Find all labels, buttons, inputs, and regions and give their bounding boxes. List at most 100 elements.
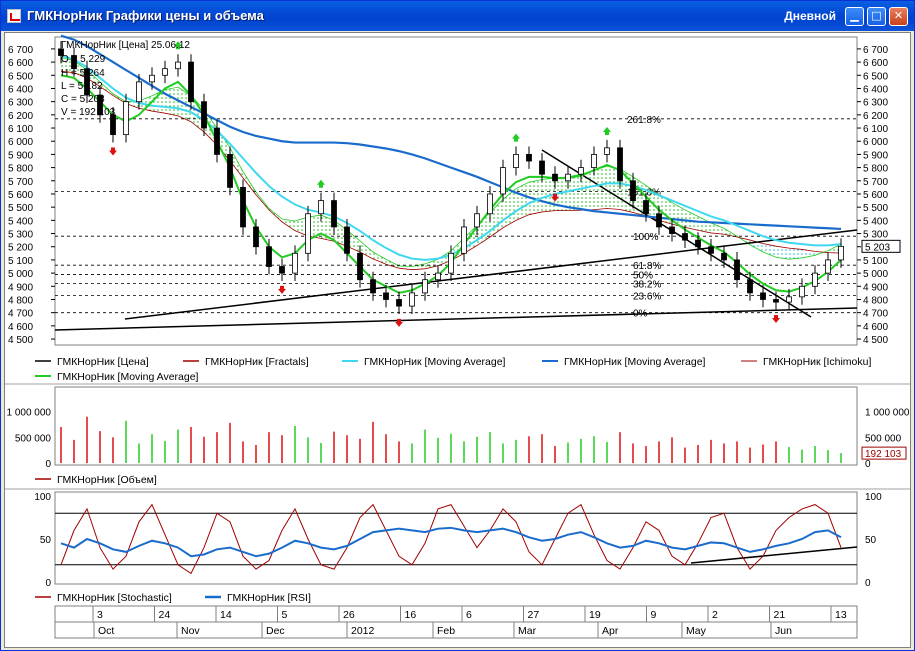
month-label: Apr xyxy=(602,625,619,637)
candle-body xyxy=(526,154,532,162)
price-tick-label: 5 900 xyxy=(863,150,888,161)
candle-body xyxy=(721,252,727,261)
ichimoku-cloud-segment xyxy=(282,219,295,231)
day-label: 13 xyxy=(835,609,847,621)
month-label: Jun xyxy=(775,625,792,637)
month-label: Nov xyxy=(181,625,200,637)
price-tick-label: 6 500 xyxy=(8,71,33,82)
fractal-up-marker xyxy=(174,41,182,50)
fib-level-label: 50% xyxy=(633,270,653,281)
minimize-button[interactable]: ▁ xyxy=(845,7,864,26)
month-label: 2012 xyxy=(351,625,375,637)
month-label: Feb xyxy=(437,625,455,637)
candle-body xyxy=(175,61,181,70)
stochastic-line[interactable] xyxy=(60,503,842,575)
price-tick-label: 5 100 xyxy=(863,256,888,267)
day-label: 21 xyxy=(774,609,786,621)
trend-line[interactable] xyxy=(690,546,858,564)
chart-area[interactable]: 261.8%161.8%100%61.8%50%38.2%23.6%0% ГМК… xyxy=(4,32,911,648)
volume-legend: ГМКНорНик [Объем] xyxy=(35,474,157,486)
ichimoku-cloud-segment xyxy=(828,244,841,254)
candle-body xyxy=(422,279,428,294)
last-volume-marker xyxy=(861,446,907,460)
price-tick-label: 4 500 xyxy=(8,335,33,346)
info-line: L = 5 182 xyxy=(61,81,103,92)
candle-body xyxy=(71,55,77,70)
ichimoku-cloud-segment xyxy=(230,147,243,178)
legend-label: ГМКНорНик [Moving Average] xyxy=(57,371,199,383)
candle-body xyxy=(162,68,168,76)
month-label: Mar xyxy=(518,625,537,637)
candle-body xyxy=(773,299,779,303)
close-button[interactable]: ✕ xyxy=(889,7,908,26)
candle-body xyxy=(136,81,142,103)
price-tick-label: 6 300 xyxy=(8,98,33,109)
rsi-line[interactable] xyxy=(60,526,842,558)
legend-label: ГМКНорНик [Объем] xyxy=(57,474,157,486)
price-tick-label: 6 500 xyxy=(863,71,888,82)
osc-tick-label: 50 xyxy=(40,535,52,546)
month-label: Oct xyxy=(98,625,114,637)
candle-body xyxy=(448,252,454,274)
price-tick-label: 4 800 xyxy=(8,295,33,306)
candle-body xyxy=(799,285,805,298)
osc-tick-label: 0 xyxy=(865,578,871,589)
volume-tick-label: 0 xyxy=(865,459,871,470)
ichimoku-cloud-segment xyxy=(399,265,412,270)
candle-body xyxy=(643,200,649,215)
price-tick-label: 4 800 xyxy=(863,295,888,306)
info-line: V = 192 103 xyxy=(61,107,116,118)
legend-label: ГМКНорНик [Ichimoku] xyxy=(763,356,871,368)
day-label: 24 xyxy=(159,609,171,621)
candle-body xyxy=(58,48,64,56)
trend-line[interactable] xyxy=(54,307,858,331)
candle-body xyxy=(240,186,246,228)
day-label: 5 xyxy=(282,609,288,621)
ichimoku-cloud-segment xyxy=(386,259,399,269)
ichimoku-cloud-segment xyxy=(373,252,386,265)
price-tick-label: 5 300 xyxy=(863,230,888,241)
ichimoku-cloud-segment xyxy=(61,57,74,73)
trend-line[interactable] xyxy=(541,149,812,318)
price-tick-label: 5 400 xyxy=(8,216,33,227)
ichimoku-cloud-segment xyxy=(529,179,542,215)
candle-body xyxy=(825,259,831,274)
ichimoku-cloud-segment xyxy=(217,128,230,161)
ichimoku-cloud-segment xyxy=(672,202,685,228)
price-tick-label: 6 600 xyxy=(863,58,888,69)
maximize-button[interactable]: □ xyxy=(867,7,886,26)
trend-line[interactable] xyxy=(124,229,858,320)
price-legend: ГМКНорНик [Цена] ГМКНорНик [Fractals] ГМ… xyxy=(35,356,871,383)
candle-body xyxy=(266,246,272,267)
candle-body xyxy=(500,167,506,195)
fractal-up-marker xyxy=(603,126,611,135)
price-tick-label: 5 600 xyxy=(863,190,888,201)
candle-body xyxy=(708,246,714,254)
info-line: H = 5 264 xyxy=(61,68,105,79)
candle-body xyxy=(409,292,415,307)
chart-canvas[interactable]: 261.8%161.8%100%61.8%50%38.2%23.6%0% ГМК… xyxy=(5,33,910,647)
day-label: 16 xyxy=(405,609,417,621)
candle-body xyxy=(214,127,220,155)
osc-tick-label: 100 xyxy=(34,492,51,503)
candle-body xyxy=(656,213,662,228)
ichimoku-cloud-segment xyxy=(191,95,204,132)
month-label: May xyxy=(686,625,707,637)
candle-body xyxy=(812,272,818,287)
candle-body xyxy=(201,101,207,129)
ichimoku-cloud-segment xyxy=(763,243,776,258)
candle-body xyxy=(396,299,402,307)
fib-level-label: 261.8% xyxy=(627,115,661,126)
candle-body xyxy=(591,154,597,169)
ichimoku-cloud-segment xyxy=(334,220,347,247)
osc-tick-label: 100 xyxy=(865,492,882,503)
candle-body xyxy=(227,154,233,188)
osc-tick-label: 0 xyxy=(45,578,51,589)
ichimoku-cloud-segment xyxy=(87,70,100,87)
day-label: 27 xyxy=(528,609,540,621)
candle-body xyxy=(669,226,675,234)
title-bar[interactable]: ГМКНорНик Графики цены и объема Дневной … xyxy=(1,1,914,31)
price-tick-label: 5 400 xyxy=(863,216,888,227)
ichimoku-cloud-segment xyxy=(126,101,139,109)
timeframe-label[interactable]: Дневной xyxy=(784,9,836,23)
